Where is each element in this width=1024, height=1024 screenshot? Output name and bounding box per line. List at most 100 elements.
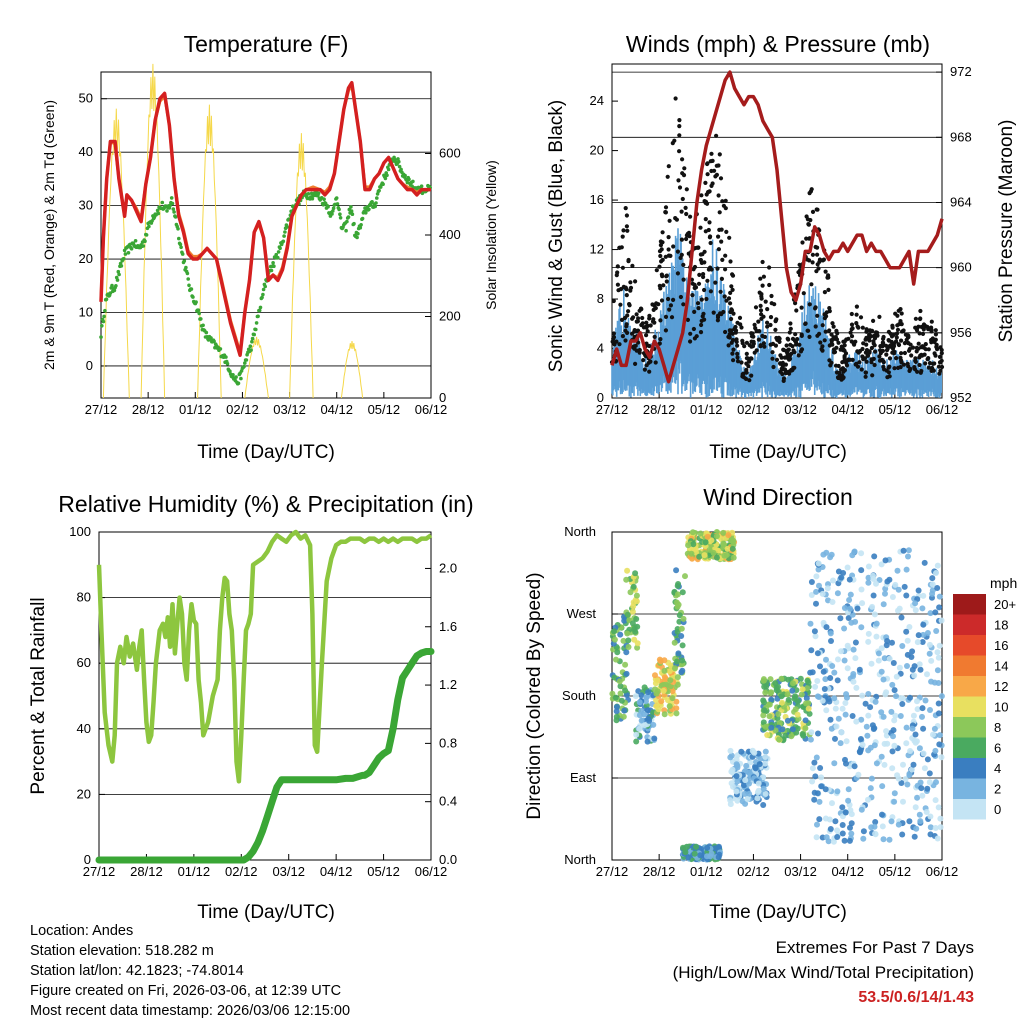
- gust-point: [731, 311, 736, 316]
- direction-point: [900, 761, 906, 768]
- dewpoint-point: [257, 308, 262, 313]
- gust-point: [699, 322, 704, 328]
- gust-point: [899, 358, 904, 363]
- gust-point: [759, 296, 764, 301]
- direction-point: [811, 759, 818, 766]
- colorbar-swatch: [953, 635, 986, 656]
- direction-point: [730, 554, 737, 561]
- gust-point: [839, 367, 844, 372]
- gust-point: [627, 303, 632, 308]
- gust-point: [702, 199, 707, 204]
- direction-point: [888, 818, 895, 825]
- direction-point: [935, 804, 942, 811]
- direction-point: [743, 762, 750, 769]
- gust-point: [921, 345, 926, 350]
- gust-point: [831, 335, 836, 340]
- direction-point: [788, 733, 795, 740]
- direction-point: [826, 698, 833, 705]
- gust-point: [886, 370, 892, 375]
- direction-point: [892, 712, 899, 719]
- direction-point: [749, 747, 756, 754]
- gust-point: [708, 234, 713, 239]
- gust-point: [937, 360, 943, 365]
- direction-point: [896, 605, 903, 612]
- gust-point: [788, 321, 793, 326]
- direction-point: [799, 686, 806, 693]
- winds-xtick-label: 28/12: [643, 402, 676, 417]
- gust-point: [727, 328, 732, 333]
- dewpoint-point: [248, 344, 253, 349]
- gust-point: [735, 355, 740, 360]
- direction-point: [674, 658, 681, 665]
- gust-point: [715, 266, 720, 271]
- direction-point: [669, 695, 676, 702]
- gust-point: [730, 351, 735, 356]
- direction-point: [792, 693, 799, 700]
- direction-point: [932, 609, 939, 616]
- temp-xtick-label: 05/12: [368, 402, 401, 417]
- gust-point: [849, 334, 855, 339]
- direction-point: [850, 671, 857, 677]
- gust-point: [939, 364, 945, 370]
- gust-point: [749, 356, 754, 361]
- direction-point: [892, 581, 899, 588]
- gust-point: [814, 269, 819, 274]
- direction-point: [679, 642, 686, 649]
- dewpoint-point: [274, 252, 279, 257]
- direction-point: [829, 599, 836, 605]
- winds-xtick-label: 03/12: [784, 402, 817, 417]
- gust-point: [708, 265, 713, 270]
- direction-point: [837, 615, 844, 622]
- gust-point: [626, 259, 631, 264]
- dewpoint-point: [386, 167, 391, 172]
- direction-point: [865, 638, 872, 645]
- gust-point: [849, 311, 854, 317]
- direction-point: [857, 736, 864, 742]
- temp-ytick-label: 50: [79, 91, 93, 106]
- gust-point: [701, 272, 706, 277]
- gust-point: [758, 308, 764, 313]
- gust-point: [623, 338, 628, 343]
- direction-point: [870, 592, 877, 599]
- dewpoint-point: [169, 196, 174, 200]
- direction-point: [917, 818, 924, 825]
- direction-point: [728, 768, 735, 775]
- gust-point: [913, 358, 918, 363]
- direction-point: [823, 624, 830, 631]
- gust-point: [664, 279, 669, 284]
- dewpoint-point: [254, 327, 258, 332]
- direction-point: [873, 620, 880, 627]
- hum-y2tick-label: 2.0: [439, 560, 457, 575]
- dewpoint-point: [191, 295, 195, 299]
- gust-point: [863, 374, 868, 379]
- gust-point: [854, 312, 859, 317]
- dewpoint-point: [338, 212, 342, 216]
- gust-point: [830, 321, 835, 326]
- gust-point: [632, 328, 637, 333]
- gust-point: [734, 339, 739, 344]
- direction-point: [843, 760, 849, 767]
- gust-point: [644, 363, 649, 368]
- gust-point: [657, 341, 662, 346]
- direction-point: [819, 697, 826, 704]
- gust-point: [831, 324, 836, 329]
- gust-point: [708, 289, 714, 294]
- direction-point: [815, 694, 822, 700]
- dewpoint-point: [310, 196, 315, 201]
- direction-point: [888, 708, 895, 715]
- gust-point: [690, 293, 695, 298]
- dewpoint-point: [271, 261, 275, 265]
- direction-point: [617, 690, 624, 697]
- dewpoint-point: [182, 259, 187, 263]
- gust-point: [815, 333, 820, 338]
- winds-xtick-label: 01/12: [690, 402, 723, 417]
- direction-point: [667, 677, 674, 684]
- gust-point: [901, 362, 907, 367]
- solar-insolation-line: [340, 340, 364, 399]
- gust-point: [663, 314, 669, 319]
- dewpoint-point: [119, 264, 124, 268]
- winds-ytick-label: 12: [590, 242, 604, 257]
- direction-point: [755, 780, 762, 787]
- gust-point: [765, 324, 770, 329]
- direction-point: [914, 698, 920, 705]
